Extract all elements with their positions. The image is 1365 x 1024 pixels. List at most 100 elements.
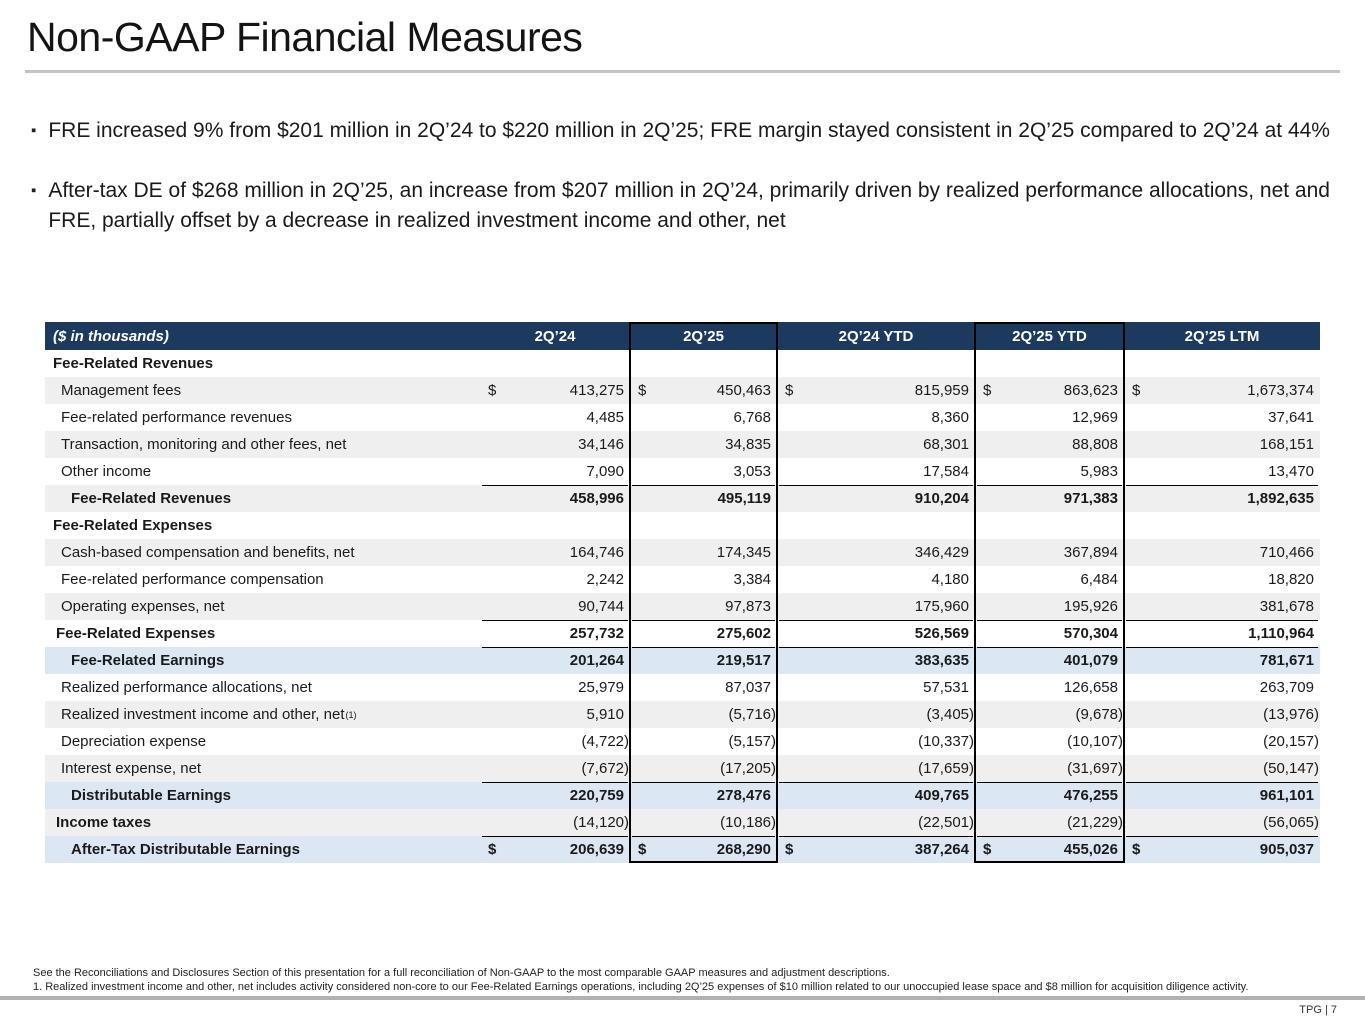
cell-value: 268,290 (716, 841, 771, 858)
cell: (22,501) (777, 809, 975, 836)
cell: (14,120) (480, 809, 630, 836)
bullet-text: FRE increased 9% from $201 million in 2Q… (48, 119, 1330, 142)
row-label: Fee-related performance revenues (61, 409, 292, 426)
cell: 87,037 (630, 674, 777, 701)
row-label: After-Tax Distributable Earnings (71, 841, 300, 858)
table-row: Income taxes (14,120) (10,186) (22,501) (21,… (45, 809, 1320, 836)
cell-value: 164,746 (569, 544, 624, 561)
page-title: Non-GAAP Financial Measures (27, 14, 583, 60)
cell-value: 346,429 (914, 544, 969, 561)
cell-value: 168,151 (1259, 436, 1314, 453)
cell: 8,360 (777, 404, 975, 431)
cell: 17,584 (777, 458, 975, 485)
cell-value: 570,304 (1063, 625, 1118, 642)
cell: 90,744 (480, 593, 630, 620)
cell: 1,110,964 (1124, 620, 1320, 647)
cell: 476,255 (975, 782, 1124, 809)
dollar-sign: $ (638, 382, 647, 399)
dollar-sign: $ (785, 841, 794, 858)
cell-value: 863,623 (1063, 382, 1118, 399)
cell-value: 409,765 (914, 787, 969, 804)
cell (630, 512, 777, 539)
cell: (21,229) (975, 809, 1124, 836)
cell: 201,264 (480, 647, 630, 674)
cell: 381,678 (1124, 593, 1320, 620)
cell-value: 17,584 (923, 463, 969, 480)
cell: 367,894 (975, 539, 1124, 566)
bullet-icon: ▪ (31, 122, 37, 139)
cell: 961,101 (1124, 782, 1320, 809)
cell-value: 34,835 (725, 436, 771, 453)
cell-value: 5,910 (586, 706, 624, 723)
cell-value: (4,722) (581, 733, 629, 750)
cell: 68,301 (777, 431, 975, 458)
cell-value: 381,678 (1259, 598, 1314, 615)
row-label: Fee-Related Expenses (56, 625, 216, 642)
table-row: Cash-based compensation and benefits, ne… (45, 539, 1320, 566)
cell: 346,429 (777, 539, 975, 566)
table-row: Depreciation expense (4,722) (5,157) (10,33… (45, 728, 1320, 755)
row-label: Fee-related performance compensation (61, 571, 324, 588)
cell-value: 6,484 (1080, 571, 1118, 588)
table-row: Fee-Related Revenues 458,996 495,119 910,20… (45, 485, 1320, 512)
cell: (3,405) (777, 701, 975, 728)
cell: $268,290 (630, 836, 777, 863)
cell-value: 34,146 (578, 436, 624, 453)
cell-value: 174,345 (716, 544, 771, 561)
cell-value: 18,820 (1268, 571, 1314, 588)
column-header: 2Q’24 YTD (838, 327, 914, 345)
cell-value: 450,463 (716, 382, 771, 399)
cell-value: (21,229) (1067, 814, 1123, 831)
cell: 195,926 (975, 593, 1124, 620)
cell: 25,979 (480, 674, 630, 701)
cell-value: (22,501) (918, 814, 974, 831)
bullet-icon: ▪ (31, 182, 37, 199)
dollar-sign: $ (488, 841, 497, 858)
cell-value: 455,026 (1063, 841, 1118, 858)
cell: (13,976) (1124, 701, 1320, 728)
cell-value: 458,996 (569, 490, 624, 507)
bullet-text: After-tax DE of $268 million in 2Q’25, a… (48, 179, 1330, 232)
cell: (5,716) (630, 701, 777, 728)
cell-value: (17,659) (918, 760, 974, 777)
cell-value: 8,360 (931, 409, 969, 426)
cell-value: (31,697) (1067, 760, 1123, 777)
cell: 5,983 (975, 458, 1124, 485)
row-label: Operating expenses, net (61, 598, 225, 615)
cell: (10,107) (975, 728, 1124, 755)
footnote-disclosure: See the Reconciliations and Disclosures … (33, 967, 890, 979)
cell (975, 350, 1124, 377)
cell: 34,146 (480, 431, 630, 458)
column-header: 2Q’25 (683, 327, 724, 345)
cell: 13,470 (1124, 458, 1320, 485)
page-number: TPG | 7 (1299, 1004, 1337, 1016)
units-label: ($ in thousands) (53, 327, 169, 345)
cell-value: (14,120) (573, 814, 629, 831)
cell: (10,186) (630, 809, 777, 836)
table-row: Fee-related performance compensation 2,24… (45, 566, 1320, 593)
cell (975, 512, 1124, 539)
table-row: Fee-Related Expenses 257,732 275,602 526,56… (45, 620, 1320, 647)
cell-value: 367,894 (1063, 544, 1118, 561)
footnote-1: 1. Realized investment income and other,… (33, 981, 1249, 993)
cell-value: 905,037 (1259, 841, 1314, 858)
table-row: Interest expense, net (7,672) (17,205) (17,… (45, 755, 1320, 782)
cell-value: 401,079 (1063, 652, 1118, 669)
cell: (5,157) (630, 728, 777, 755)
cell-value: 7,090 (586, 463, 624, 480)
cell (777, 512, 975, 539)
row-label: Realized investment income and other, ne… (61, 706, 357, 723)
cell: 3,053 (630, 458, 777, 485)
dollar-sign: $ (1132, 382, 1141, 399)
cell: $450,463 (630, 377, 777, 404)
table-row: After-Tax Distributable Earnings $206,639… (45, 836, 1320, 863)
cell-value: 476,255 (1063, 787, 1118, 804)
row-label: Fee-Related Revenues (71, 490, 232, 507)
cell: 34,835 (630, 431, 777, 458)
cell: $387,264 (777, 836, 975, 863)
cell: 3,384 (630, 566, 777, 593)
cell-value: 90,744 (578, 598, 624, 615)
cell (630, 350, 777, 377)
row-label: Depreciation expense (61, 733, 207, 750)
cell-value: 971,383 (1063, 490, 1118, 507)
